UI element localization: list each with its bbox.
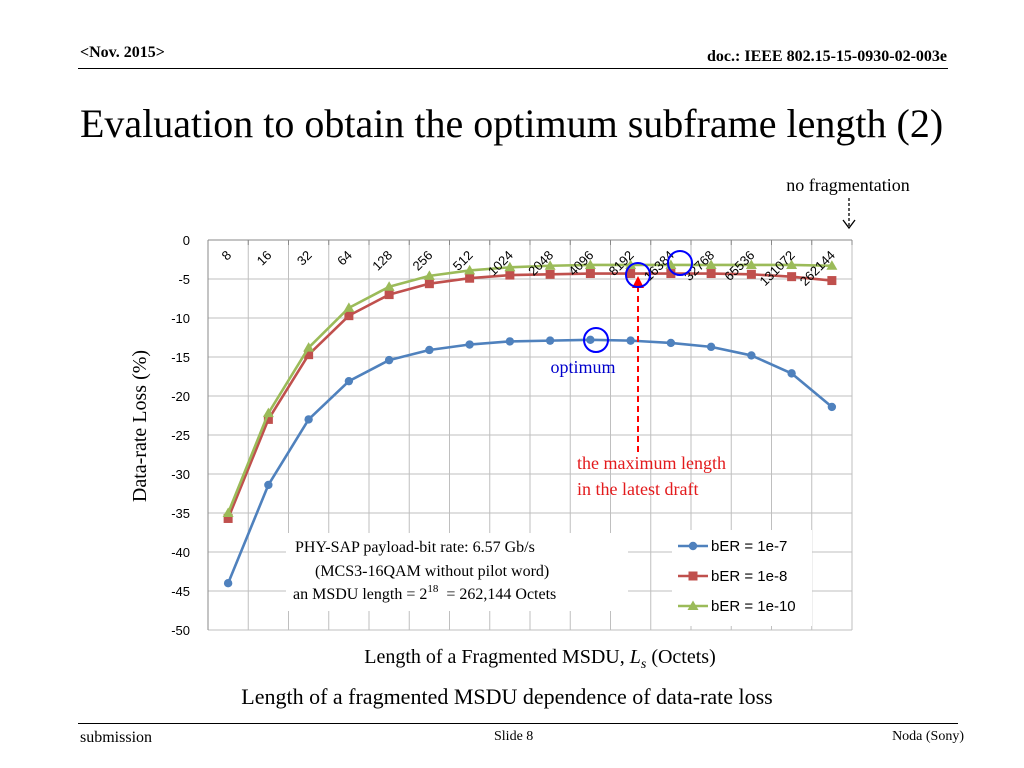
y-tick-label: -35 — [171, 506, 190, 521]
legend-swatch-marker-3 — [687, 600, 699, 610]
optimum-label: optimum — [550, 357, 615, 377]
legend-swatch-marker-1 — [688, 541, 698, 551]
data-point-series-1 — [465, 340, 474, 349]
y-tick-label: -40 — [171, 545, 190, 560]
y-tick-label: -25 — [171, 428, 190, 443]
x-tick-label: 64 — [334, 248, 355, 269]
data-point-series-1 — [706, 342, 716, 352]
data-point-series-2 — [505, 270, 515, 280]
data-point-series-3 — [786, 259, 798, 269]
series-line-1 — [226, 338, 833, 584]
legend-label-3: bER = 1e-10 — [711, 598, 796, 615]
data-point-series-1 — [626, 336, 635, 345]
y-tick-label: -10 — [171, 311, 190, 326]
no-fragmentation-label: no fragmentation — [786, 175, 909, 195]
data-point-series-1 — [505, 337, 515, 346]
slide-title: Evaluation to obtain the optimum subfram… — [80, 101, 944, 146]
footer-submission: submission — [80, 729, 153, 746]
data-point-series-1 — [223, 579, 233, 588]
info-box — [286, 533, 628, 611]
data-point-series-2 — [424, 279, 434, 289]
y-tick-label: -30 — [171, 467, 190, 482]
header-doc-id: doc.: IEEE 802.15-15-0930-02-003e — [707, 48, 947, 65]
legend-label-1: bER = 1e-7 — [711, 538, 787, 555]
x-axis-label: Length of a Fragmented MSDU, Ls (Octets) — [364, 646, 716, 672]
no-fragmentation-arrow-head — [842, 219, 856, 230]
data-point-series-1 — [827, 402, 837, 412]
legend-swatch-marker-2 — [688, 571, 698, 581]
footer-divider — [78, 723, 958, 724]
data-point-series-3 — [464, 264, 476, 275]
data-point-series-2 — [545, 269, 555, 279]
data-point-series-3 — [262, 407, 274, 418]
footer-slide-number: Slide 8 — [494, 729, 534, 744]
max-length-label-line2: in the latest draft — [577, 479, 698, 499]
data-point-series-3 — [504, 261, 516, 272]
info-line-msdu: an MSDU length = 218 = 262,144 Octets — [293, 583, 556, 603]
data-point-series-3 — [584, 259, 596, 269]
data-point-series-3 — [343, 302, 355, 312]
y-tick-label: -15 — [171, 350, 190, 365]
legend-label-2: bER = 1e-8 — [711, 568, 787, 585]
data-point-series-1 — [586, 335, 595, 345]
data-point-series-2 — [666, 269, 676, 279]
series-line-2 — [226, 272, 833, 519]
info-line-mcs: (MCS3-16QAM without pilot word) — [315, 563, 549, 580]
data-point-series-1 — [787, 369, 796, 378]
x-tick-label: 256 — [410, 248, 436, 274]
data-point-series-2 — [465, 273, 475, 283]
data-point-series-2 — [626, 269, 636, 279]
figure-caption: Length of a fragmented MSDU dependence o… — [241, 684, 773, 709]
y-tick-label: -5 — [178, 272, 190, 287]
y-axis-label: Data-rate Loss (%) — [129, 350, 151, 502]
x-tick-label: 32 — [294, 248, 315, 269]
header-date: <Nov. 2015> — [80, 44, 165, 61]
data-point-series-1 — [344, 376, 354, 386]
data-point-series-2 — [746, 269, 756, 279]
data-point-series-3 — [423, 270, 435, 280]
data-point-series-2 — [787, 272, 797, 282]
data-point-series-1 — [264, 480, 273, 490]
data-point-series-1 — [384, 355, 394, 365]
data-point-series-2 — [585, 269, 595, 279]
y-tick-label: 0 — [183, 233, 190, 248]
data-point-series-1 — [304, 415, 313, 424]
data-point-series-3 — [705, 259, 717, 269]
data-point-series-1 — [666, 338, 676, 348]
optimum-marker-circle — [583, 327, 609, 353]
x-tick-label: 8 — [219, 248, 235, 264]
data-point-series-2 — [263, 414, 273, 424]
y-tick-label: -45 — [171, 584, 190, 599]
data-point-series-2 — [827, 276, 837, 286]
max-length-arrow-head — [632, 276, 644, 288]
data-point-series-1 — [747, 351, 756, 360]
data-point-series-3 — [625, 259, 637, 269]
max-length-marker-circle — [625, 262, 651, 288]
data-point-series-3 — [544, 260, 556, 270]
info-line-rate: PHY-SAP payload-bit rate: 6.57 Gb/s — [295, 539, 535, 556]
data-point-series-2 — [304, 350, 314, 360]
header-divider — [78, 68, 948, 69]
y-tick-label: -20 — [171, 389, 190, 404]
highlight-marker-circle — [667, 250, 693, 276]
y-tick-label: -50 — [171, 623, 190, 638]
data-point-series-2 — [706, 269, 716, 279]
data-point-series-2 — [223, 513, 233, 523]
x-tick-label: 128 — [369, 248, 395, 274]
data-point-series-3 — [303, 342, 315, 352]
x-tick-label: 16 — [254, 248, 275, 269]
data-point-series-3 — [826, 260, 838, 270]
data-point-series-1 — [545, 336, 555, 345]
data-point-series-3 — [383, 281, 395, 291]
max-length-label-line1: the maximum length — [577, 453, 726, 473]
data-point-series-2 — [384, 290, 394, 300]
data-point-series-3 — [745, 259, 757, 269]
data-point-series-3 — [222, 507, 234, 517]
footer-author: Noda (Sony) — [892, 729, 964, 744]
data-point-series-2 — [344, 311, 354, 321]
data-point-series-1 — [425, 345, 434, 355]
series-line-3 — [226, 263, 832, 514]
